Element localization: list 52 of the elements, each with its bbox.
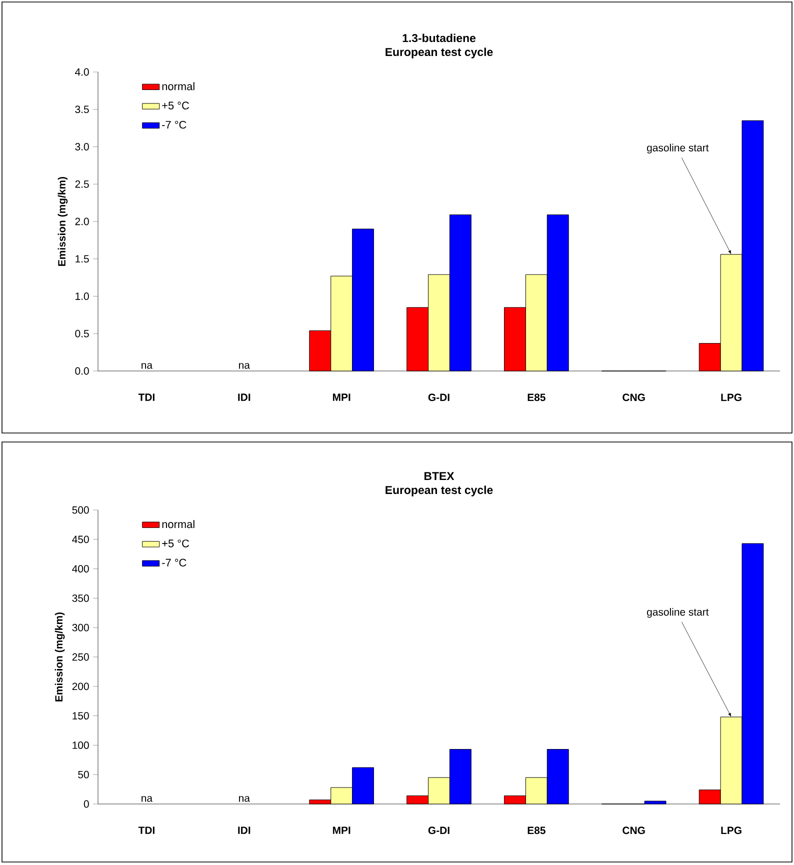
y-tick-label: 350 (72, 594, 89, 602)
y-tick-label: 1.0 (76, 292, 89, 300)
x-tick-label: IDI (238, 394, 250, 401)
y-tick-label: 300 (72, 624, 89, 632)
y-axis-title: Emission (mg/km) (54, 612, 65, 702)
x-tick-label: TDI (138, 826, 154, 834)
y-axis-title: Emission (mg/km) (58, 176, 68, 266)
y-tick-label: 1.5 (76, 255, 89, 263)
y-tick-label: 100 (72, 741, 89, 749)
x-tick-label: G-DI (428, 826, 450, 834)
x-tick-label: CNG (622, 394, 645, 402)
x-tick-label: TDI (138, 394, 154, 401)
annotation: gasoline start (647, 608, 709, 618)
y-tick-label: 50 (78, 770, 89, 778)
y-tick-label: 500 (72, 506, 89, 514)
legend-label: normal (162, 520, 194, 528)
x-tick-label: E85 (528, 394, 546, 402)
legend-label: -7 °C (162, 558, 186, 567)
chart-subtitle: European test cycle (386, 48, 493, 58)
y-tick-label: 250 (72, 653, 89, 661)
y-tick-label: 3.0 (75, 143, 89, 150)
chart-title: 1.3-butadiene (402, 34, 476, 42)
y-tick-label: 150 (72, 712, 89, 720)
annotation: na (239, 363, 250, 369)
y-tick-label: 450 (72, 536, 89, 544)
x-tick-label: IDI (238, 826, 250, 834)
y-tick-label: 3.5 (75, 106, 89, 114)
x-tick-label: MPI (332, 394, 350, 401)
x-tick-label: LPG (721, 826, 742, 834)
x-tick-label: G-DI (428, 394, 450, 402)
chart-title: BTEX (424, 472, 454, 480)
legend-label: normal (162, 82, 194, 90)
y-tick-label: 2.5 (75, 180, 89, 188)
y-tick-label: 400 (72, 565, 89, 573)
y-tick-label: 0 (84, 800, 89, 808)
y-tick-label: 200 (72, 682, 89, 690)
y-tick-label: 0.5 (75, 330, 89, 338)
x-tick-label: E85 (528, 826, 546, 834)
annotation: na (239, 796, 250, 802)
annotation: na (142, 796, 153, 802)
y-tick-label: 4.0 (75, 68, 89, 76)
y-tick-label: 2.0 (75, 218, 89, 226)
x-tick-label: MPI (332, 826, 350, 834)
x-tick-label: CNG (622, 826, 645, 834)
annotation: gasoline start (647, 144, 709, 154)
chart-subtitle: European test cycle (386, 486, 493, 496)
x-tick-label: LPG (721, 394, 742, 402)
legend-label: +5 °C (162, 102, 190, 110)
annotation: na (142, 363, 153, 369)
y-tick-label: 0.0 (75, 367, 89, 375)
legend-label: -7 °C (162, 120, 186, 129)
legend-label: +5 °C (162, 540, 190, 548)
